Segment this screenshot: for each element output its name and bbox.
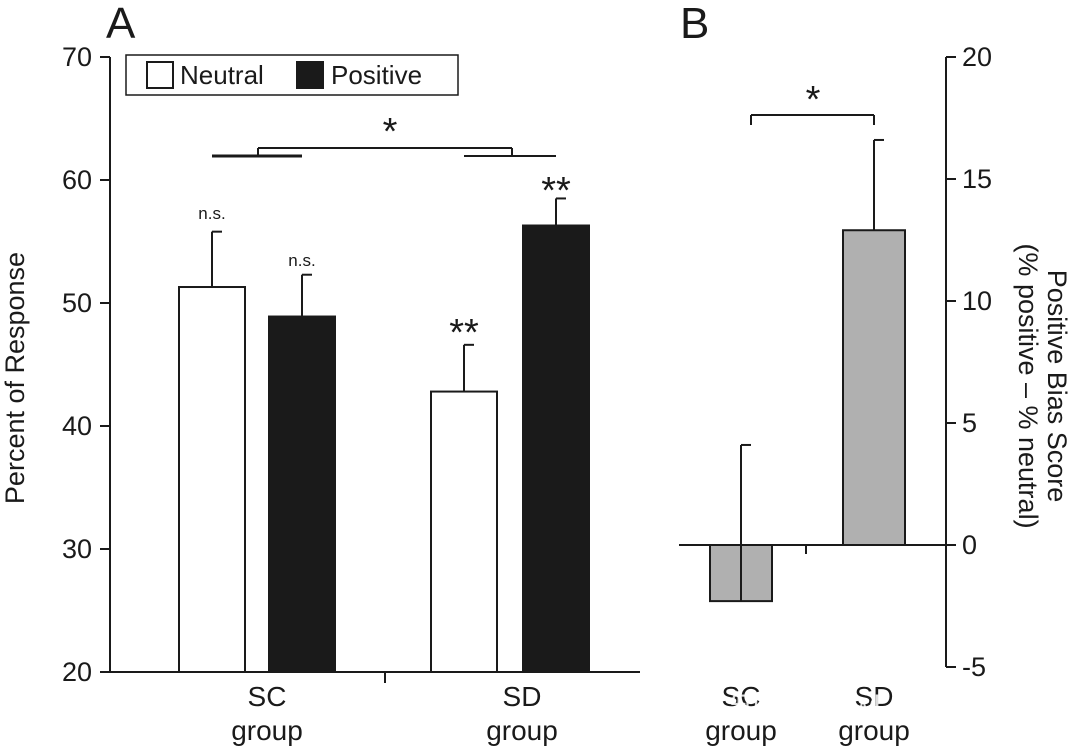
- panel-a-y-tick-label-40: 40: [62, 411, 92, 441]
- panel-a-letter: A: [106, 0, 136, 48]
- panel-b-category-sc-line1: SC: [722, 681, 761, 712]
- panel-a-sd-positive-sig: **: [541, 170, 571, 212]
- panel-a-interaction-bracket: [212, 147, 556, 158]
- panel-a-bar-neutral-1: [430, 390, 498, 673]
- panel-b-category-sd-line1: SD: [855, 681, 894, 712]
- panel-a-y-axis-label: Percent of Response: [0, 252, 30, 504]
- panel-b-y-tick-label-0: 0: [962, 530, 977, 560]
- panel-a-y-ticks: 20 30 40 50 60 70: [62, 42, 110, 687]
- panel-b-y-tick-label-20: 20: [962, 42, 992, 72]
- panel-b-y-tick-label-5: 5: [962, 408, 977, 438]
- panel-b-comparison-sig: *: [806, 79, 821, 121]
- panel-a-category-sc-line2: group: [231, 715, 303, 746]
- panel-b-y-axis-label: Positive Bias Score: [1042, 270, 1072, 503]
- panel-b-y-tick-label-10: 10: [962, 286, 992, 316]
- panel-b-y-tick-label-15: 15: [962, 164, 992, 194]
- panel-a-category-sc-line1: SC: [248, 681, 287, 712]
- panel-b-category-sc-line2: group: [705, 715, 777, 746]
- panel-a-legend: Neutral Positive: [125, 54, 459, 96]
- panel-b-comparison-bracket: [750, 114, 875, 125]
- panel-b-bars: [709, 138, 906, 603]
- legend-frame: [125, 54, 459, 96]
- panel-a-y-tick-label-70: 70: [62, 42, 92, 72]
- panel-a-category-sd-line1: SD: [503, 681, 542, 712]
- panel-b-category-sd-line2: group: [838, 715, 910, 746]
- panel-a-y-tick-label-60: 60: [62, 165, 92, 195]
- legend-swatch-positive: [296, 61, 324, 89]
- panel-a-category-sd-line2: group: [486, 715, 558, 746]
- panel-b-y-ticks: -5 0 5 10 15 20: [946, 42, 992, 682]
- panel-b-y-tick-label--5: -5: [962, 652, 986, 682]
- panel-a-y-tick-label-50: 50: [62, 288, 92, 318]
- panel-a-bar-positive-0: [268, 315, 336, 673]
- legend-swatch-neutral: [146, 61, 174, 89]
- panel-b-letter: B: [680, 0, 709, 48]
- legend-label-neutral: Neutral: [180, 60, 264, 90]
- panel-b-y-axis-label-units: (% positive – % neutral): [1013, 243, 1043, 528]
- panel-a-sc-positive-sig: n.s.: [288, 251, 315, 270]
- panel-a-interaction-sig: *: [383, 111, 398, 153]
- watermark-text: 知乎 @Owl of Minerva: [730, 690, 1029, 723]
- panel-a-y-tick-label-20: 20: [62, 657, 92, 687]
- panel-b-bar-1: [842, 229, 906, 547]
- panel-a-bars: [178, 197, 590, 673]
- panel-a-sd-neutral-sig: **: [449, 312, 479, 354]
- panel-a-bar-positive-1: [522, 224, 590, 673]
- panel-a-y-tick-label-30: 30: [62, 534, 92, 564]
- panel-a-sc-neutral-sig: n.s.: [198, 204, 225, 223]
- legend-label-positive: Positive: [331, 60, 422, 90]
- panel-a-bar-neutral-0: [178, 286, 246, 673]
